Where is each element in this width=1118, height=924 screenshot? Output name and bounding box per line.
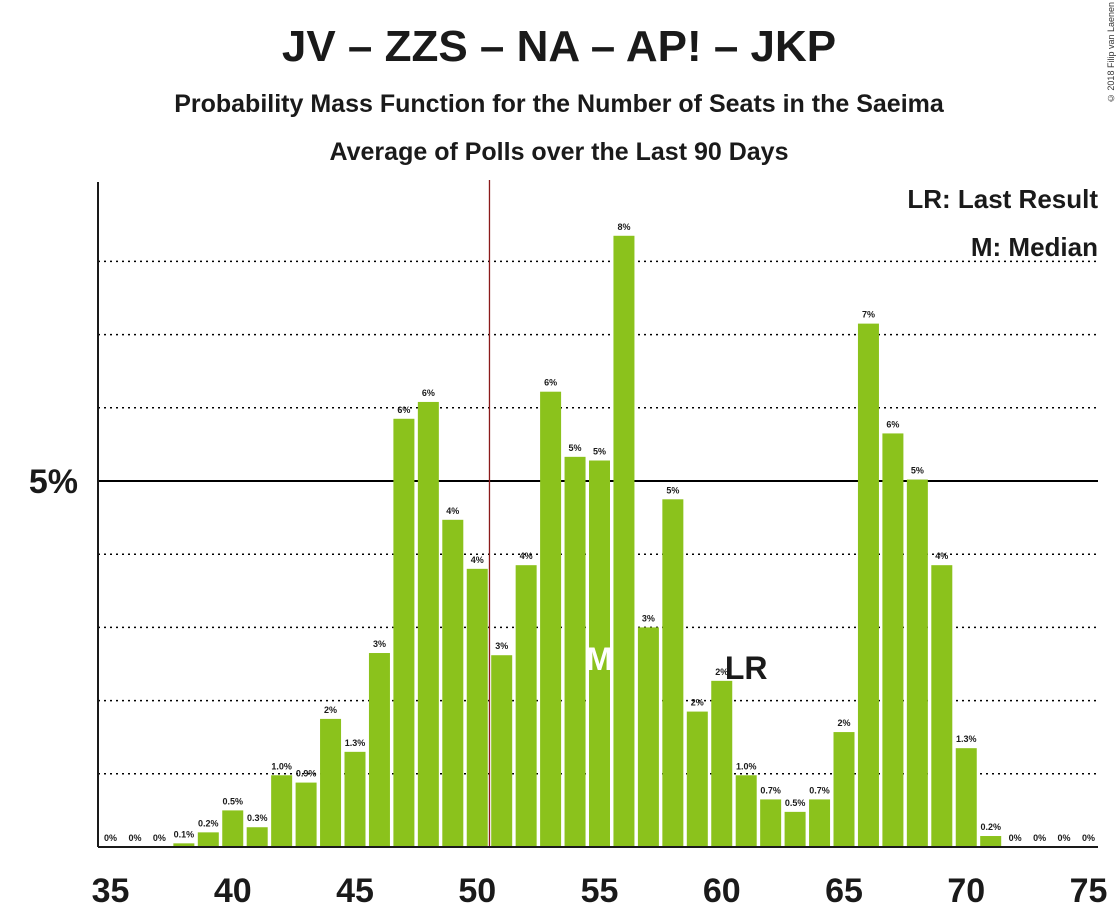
x-tick-label: 55	[581, 872, 619, 910]
bar	[760, 799, 782, 847]
bar	[882, 433, 904, 847]
bar-value-label: 2%	[715, 667, 728, 677]
chart-subtitle-1: Probability Mass Function for the Number…	[174, 90, 944, 118]
bar-value-label: 0.7%	[760, 785, 781, 795]
bar	[784, 811, 806, 847]
bar	[320, 718, 342, 847]
bar-value-label: 0.5%	[222, 796, 243, 806]
bar	[344, 751, 366, 847]
x-tick-label: 35	[92, 872, 130, 910]
x-tick-label: 40	[214, 872, 252, 910]
bar-value-label: 2%	[691, 698, 704, 708]
bar-value-label: 0%	[1033, 833, 1046, 843]
y-tick-label: 5%	[29, 463, 78, 501]
bar	[833, 732, 855, 847]
bar	[589, 460, 610, 847]
x-tick-label: 45	[336, 872, 374, 910]
bar	[368, 653, 390, 847]
bar-value-label: 0.5%	[785, 798, 806, 808]
chart-title: JV – ZZS – NA – AP! – JKP	[281, 22, 837, 71]
bar-value-label: 4%	[446, 506, 459, 516]
bar	[295, 782, 317, 847]
bar	[393, 418, 415, 847]
bar-value-label: 5%	[569, 443, 582, 453]
bar	[931, 565, 953, 847]
bar-value-label: 3%	[642, 613, 655, 623]
bar-value-label: 4%	[471, 555, 484, 565]
bar-value-label: 5%	[911, 466, 924, 476]
bar-value-label: 0%	[153, 833, 166, 843]
bar	[809, 799, 831, 847]
bar-value-label: 1.3%	[956, 734, 977, 744]
bar-value-label: 1.3%	[345, 738, 366, 748]
bar	[906, 479, 928, 847]
bar-value-label: 3%	[373, 639, 386, 649]
bar	[246, 827, 268, 847]
bar	[442, 519, 464, 847]
bar-value-label: 2%	[324, 705, 337, 715]
legend-last-result: LR: Last Result	[907, 184, 1098, 214]
bar	[197, 832, 219, 847]
bar-value-label: 0.3%	[247, 813, 268, 823]
bar	[222, 810, 244, 847]
bar	[417, 401, 439, 847]
x-tick-label: 50	[458, 872, 496, 910]
bar-value-label: 1.0%	[736, 761, 757, 771]
bar-value-label: 3%	[495, 641, 508, 651]
bar	[491, 655, 513, 847]
legend-median: M: Median	[970, 232, 1098, 262]
bar-value-label: 6%	[544, 378, 557, 388]
median-marker: M	[586, 641, 613, 677]
bar-value-label: 0%	[128, 833, 141, 843]
bar-value-label: 0.2%	[980, 822, 1001, 832]
x-tick-label: 65	[825, 872, 863, 910]
bar	[637, 627, 659, 847]
bar-value-label: 5%	[666, 485, 679, 495]
bar-value-label: 0.1%	[174, 829, 195, 839]
bar-value-label: 6%	[886, 419, 899, 429]
bar-value-label: 6%	[397, 405, 410, 415]
bar	[662, 499, 684, 847]
bar	[686, 711, 708, 847]
bar-value-label: 4%	[935, 551, 948, 561]
bar	[515, 565, 537, 847]
last-result-marker: LR	[725, 650, 768, 686]
bar-value-label: 6%	[422, 388, 435, 398]
bar-value-label: 0.2%	[198, 818, 219, 828]
bar-value-label: 0%	[1009, 833, 1022, 843]
bar	[711, 680, 733, 847]
bar	[735, 775, 757, 847]
bar	[613, 235, 635, 847]
bar	[955, 748, 977, 847]
bar	[466, 568, 488, 847]
bar	[271, 775, 293, 847]
bar-value-label: 0%	[1082, 833, 1095, 843]
bar	[564, 456, 586, 847]
chart-subtitle-2: Average of Polls over the Last 90 Days	[329, 138, 789, 166]
bar-value-label: 0%	[1058, 833, 1071, 843]
bar-value-label: 0.7%	[809, 785, 830, 795]
bar-value-label: 5%	[593, 447, 606, 457]
bar-value-label: 1.0%	[271, 761, 292, 771]
bar-value-label: 8%	[617, 222, 630, 232]
bar	[173, 843, 195, 847]
x-tick-label: 70	[947, 872, 985, 910]
bar-value-label: 7%	[862, 310, 875, 320]
bar	[857, 323, 879, 847]
bar-value-label: 2%	[837, 718, 850, 728]
bar-value-label: 0%	[104, 833, 117, 843]
bar	[980, 836, 1002, 847]
bar-value-label: 0.9%	[296, 769, 317, 779]
bar	[540, 391, 562, 847]
bar-value-label: 4%	[520, 551, 533, 561]
x-tick-label: 75	[1070, 872, 1108, 910]
x-tick-label: 60	[703, 872, 741, 910]
